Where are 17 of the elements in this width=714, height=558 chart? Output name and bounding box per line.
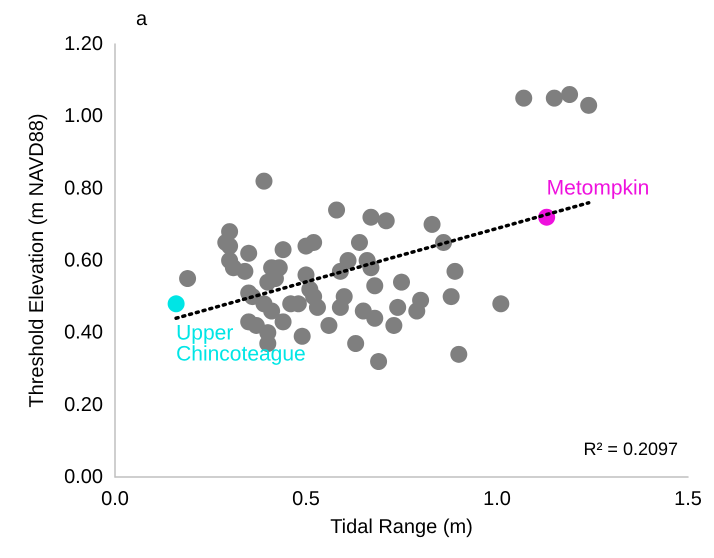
y-tick-label: 0.20 (64, 394, 103, 416)
y-tick-label: 0.40 (64, 322, 103, 344)
y-tick-label: 1.20 (64, 33, 103, 55)
y-tick-label: 1.00 (64, 105, 103, 128)
x-tick-label: 1.0 (483, 488, 511, 510)
x-tick-label: 0.5 (292, 488, 320, 510)
x-axis-title: Tidal Range (m) (330, 516, 473, 538)
chart-title: a (136, 8, 148, 30)
series-label: Upper Chincoteague (176, 321, 306, 366)
y-tick-label: 0.80 (64, 177, 103, 200)
x-tick-label: 1.5 (674, 488, 702, 510)
series-label: Metompkin (546, 176, 650, 200)
x-tick-label: 0.0 (101, 488, 129, 510)
y-tick-label: 0.60 (64, 250, 103, 272)
y-axis-title: Threshold Elevation (m NAVD88) (26, 113, 48, 408)
annotation: R² = 0.2097 (583, 439, 678, 459)
y-tick-label: 0.00 (64, 466, 103, 488)
